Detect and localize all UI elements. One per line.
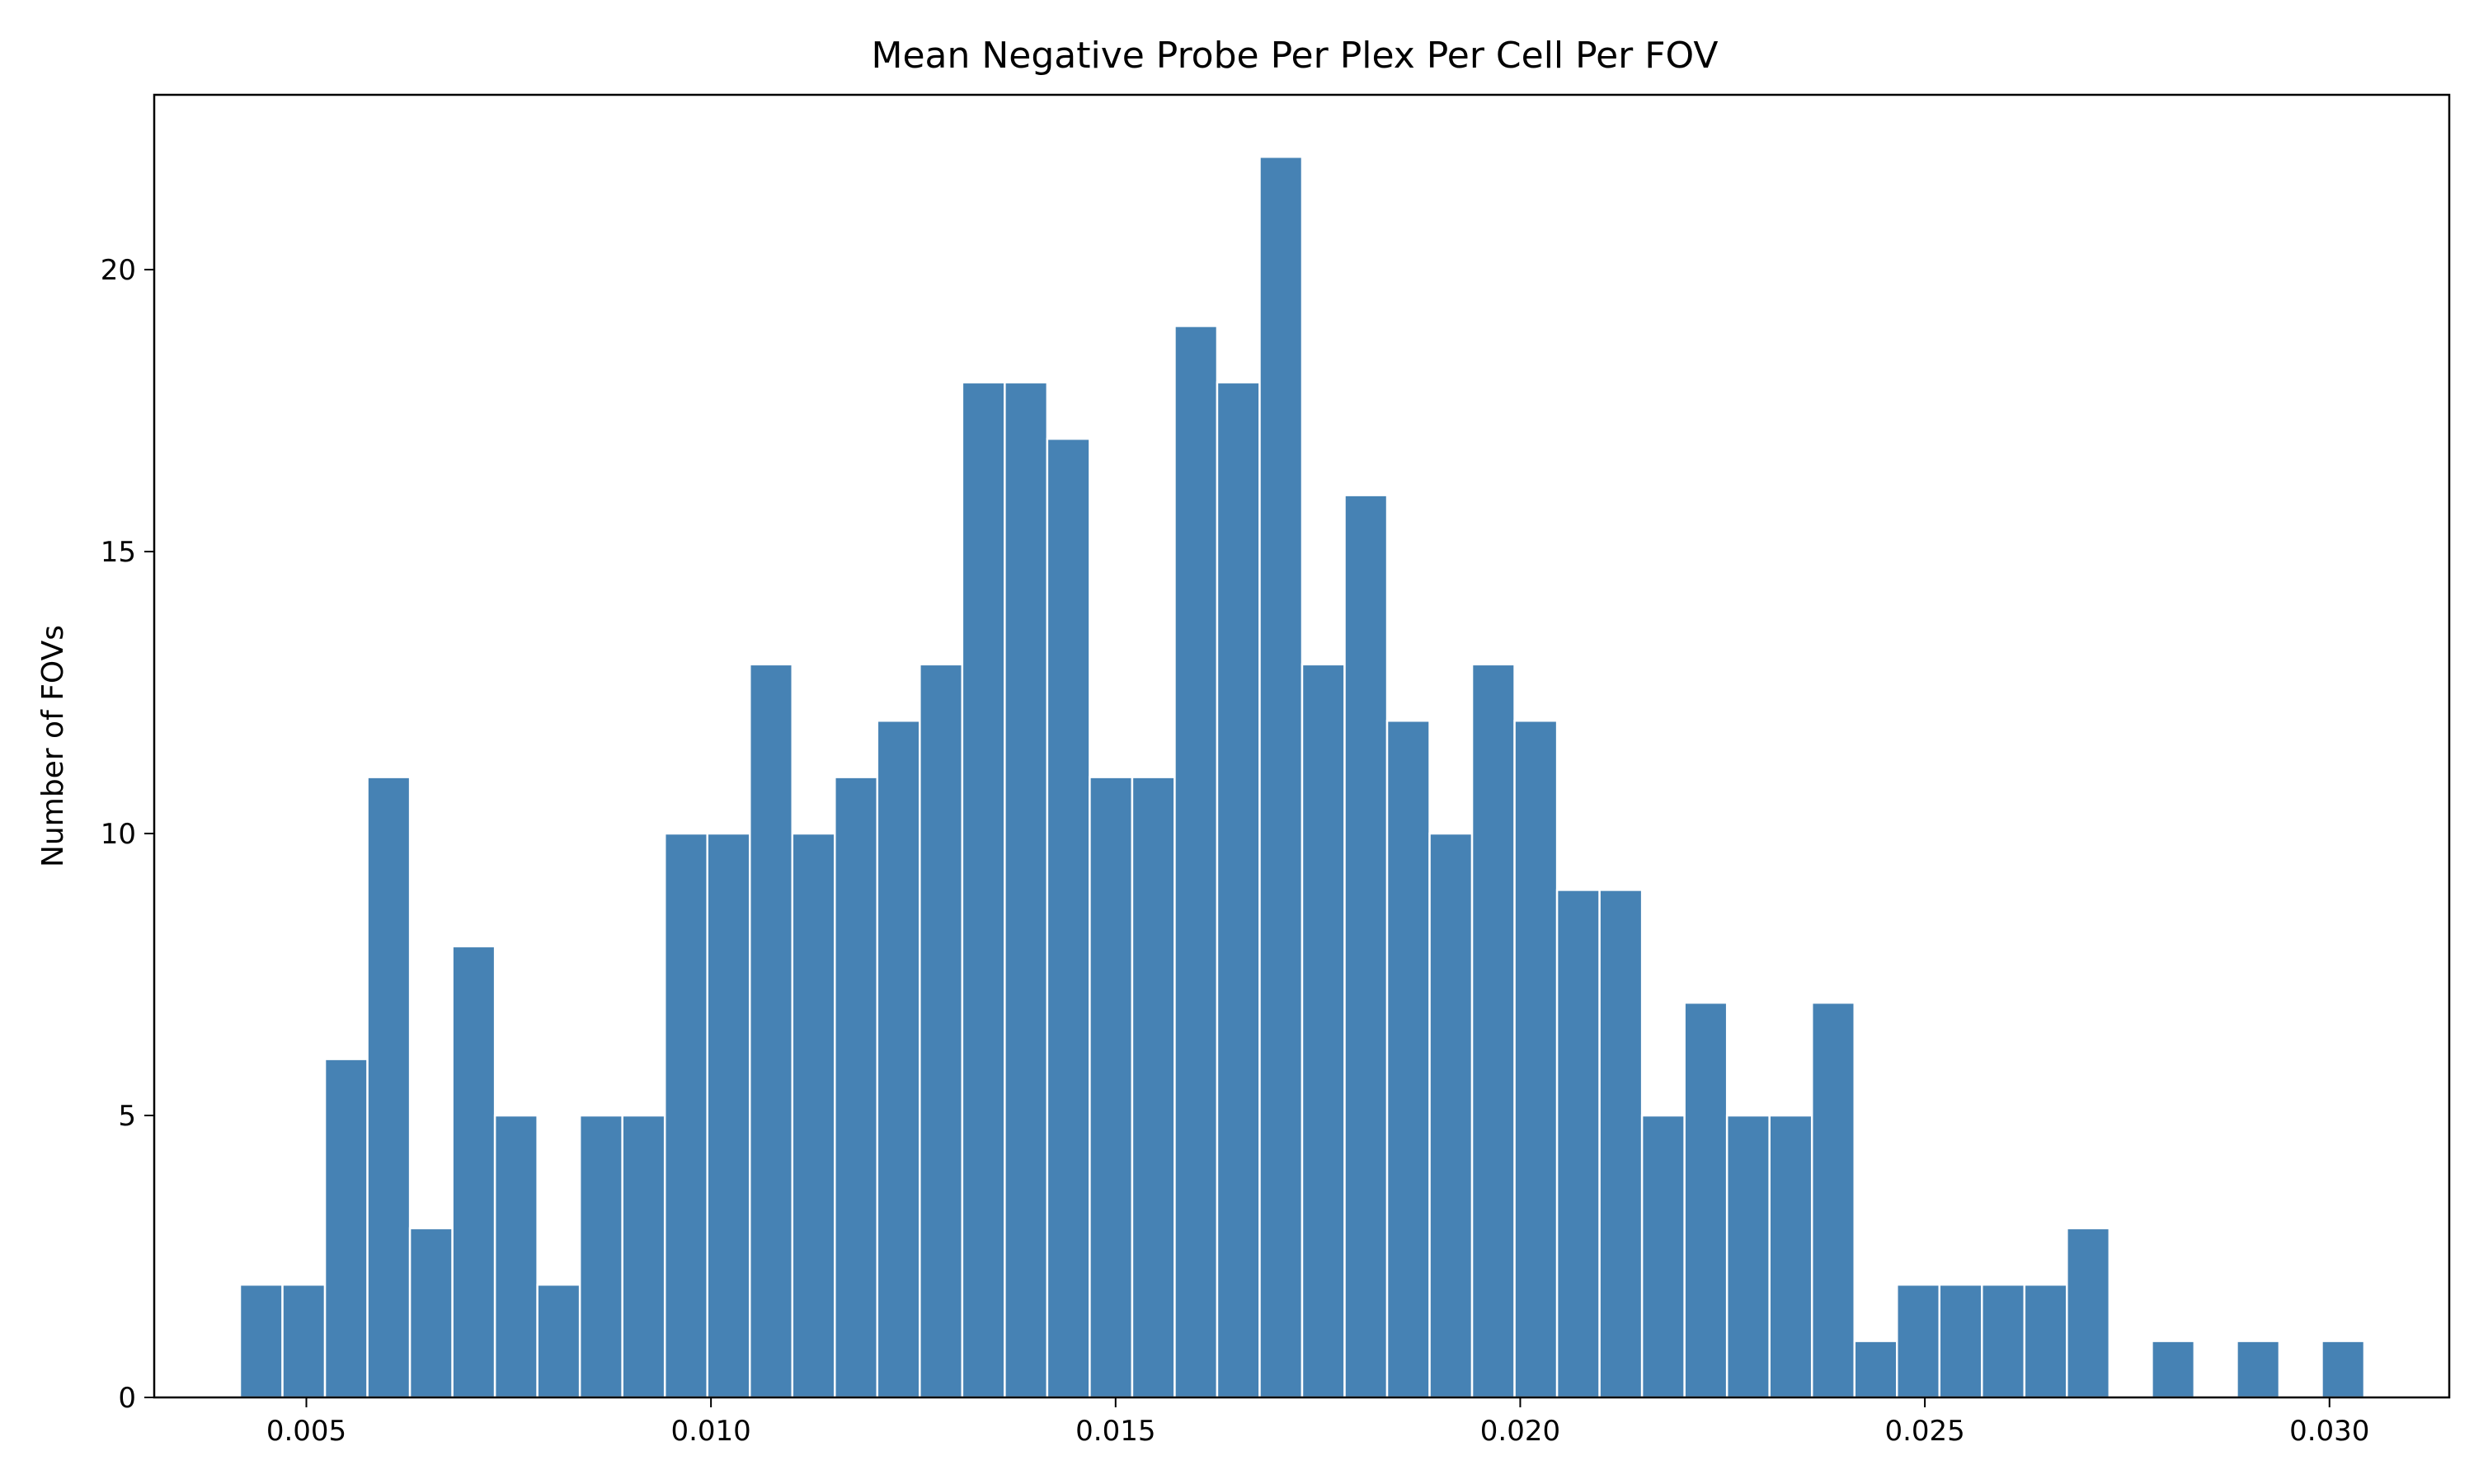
histogram-bar — [1174, 325, 1219, 1399]
histogram-bar — [1810, 1001, 1856, 1399]
histogram-bar — [1343, 494, 1389, 1399]
y-tick-label: 5 — [118, 1100, 136, 1133]
y-tick-label: 15 — [101, 536, 136, 569]
axes-frame — [153, 93, 2451, 1399]
histogram-bar — [578, 1114, 623, 1399]
histogram-bar — [621, 1114, 666, 1399]
histogram-bar — [281, 1283, 327, 1399]
y-tick-label: 20 — [101, 254, 136, 287]
histogram-bar — [834, 776, 879, 1399]
histogram-bar — [1555, 889, 1601, 1399]
histogram-bar — [1896, 1283, 1941, 1399]
histogram-bar — [2151, 1340, 2196, 1399]
histogram-bar — [663, 832, 708, 1399]
histogram-bar — [748, 663, 794, 1399]
histogram-bar — [961, 381, 1006, 1399]
histogram-bar — [1131, 776, 1176, 1399]
x-tick-label: 0.015 — [1075, 1415, 1155, 1448]
histogram-bar — [1768, 1114, 1813, 1399]
histogram-bar — [366, 776, 412, 1399]
histogram-bar — [706, 832, 751, 1399]
x-tick-label: 0.020 — [1480, 1415, 1560, 1448]
histogram-bar — [1004, 381, 1049, 1399]
histogram-bar — [1216, 381, 1261, 1399]
histogram-bars — [238, 155, 2366, 1399]
histogram-bar — [876, 719, 921, 1399]
histogram-bar — [1470, 663, 1516, 1399]
histogram-bar — [238, 1283, 284, 1399]
chart-title: Mean Negative Probe Per Plex Per Cell Pe… — [871, 35, 1718, 77]
y-tick-label: 10 — [101, 818, 136, 851]
histogram-bar — [2321, 1340, 2366, 1399]
histogram-bar — [1640, 1114, 1686, 1399]
histogram-bar — [2236, 1340, 2281, 1399]
histogram-bar — [493, 1114, 539, 1399]
histogram-bar — [1981, 1283, 2026, 1399]
histogram-bar — [1300, 663, 1346, 1399]
histogram-bar — [919, 663, 964, 1399]
y-axis-ticks: 0 5 10 15 20 — [101, 254, 154, 1415]
histogram-bar — [2066, 1227, 2111, 1399]
y-tick-label: 0 — [118, 1382, 136, 1415]
x-tick-label: 0.010 — [670, 1415, 750, 1448]
histogram-bar — [536, 1283, 581, 1399]
histogram-bar — [791, 832, 836, 1399]
x-tick-label: 0.005 — [266, 1415, 346, 1448]
histogram-bar — [1598, 889, 1644, 1399]
histogram-bar — [1385, 719, 1431, 1399]
x-tick-label: 0.025 — [1884, 1415, 1964, 1448]
histogram-bar — [408, 1227, 454, 1399]
histogram-bar — [1938, 1283, 1983, 1399]
y-axis-label: Number of FOVs — [36, 625, 70, 867]
x-axis-ticks: 0.005 0.010 0.015 0.020 0.025 0.030 — [266, 1397, 2369, 1448]
histogram-bar — [2023, 1283, 2068, 1399]
histogram-bar — [1725, 1114, 1771, 1399]
histogram-bar — [1853, 1340, 1898, 1399]
histogram-bar — [451, 945, 496, 1399]
histogram-bar — [1089, 776, 1134, 1399]
histogram-bar — [1513, 719, 1559, 1399]
histogram-bar — [1428, 832, 1474, 1399]
x-tick-label: 0.030 — [2289, 1415, 2369, 1448]
histogram-bar — [1258, 155, 1304, 1399]
histogram-bar — [1046, 437, 1091, 1399]
histogram-bar — [1683, 1001, 1729, 1399]
histogram-bar — [323, 1058, 369, 1399]
